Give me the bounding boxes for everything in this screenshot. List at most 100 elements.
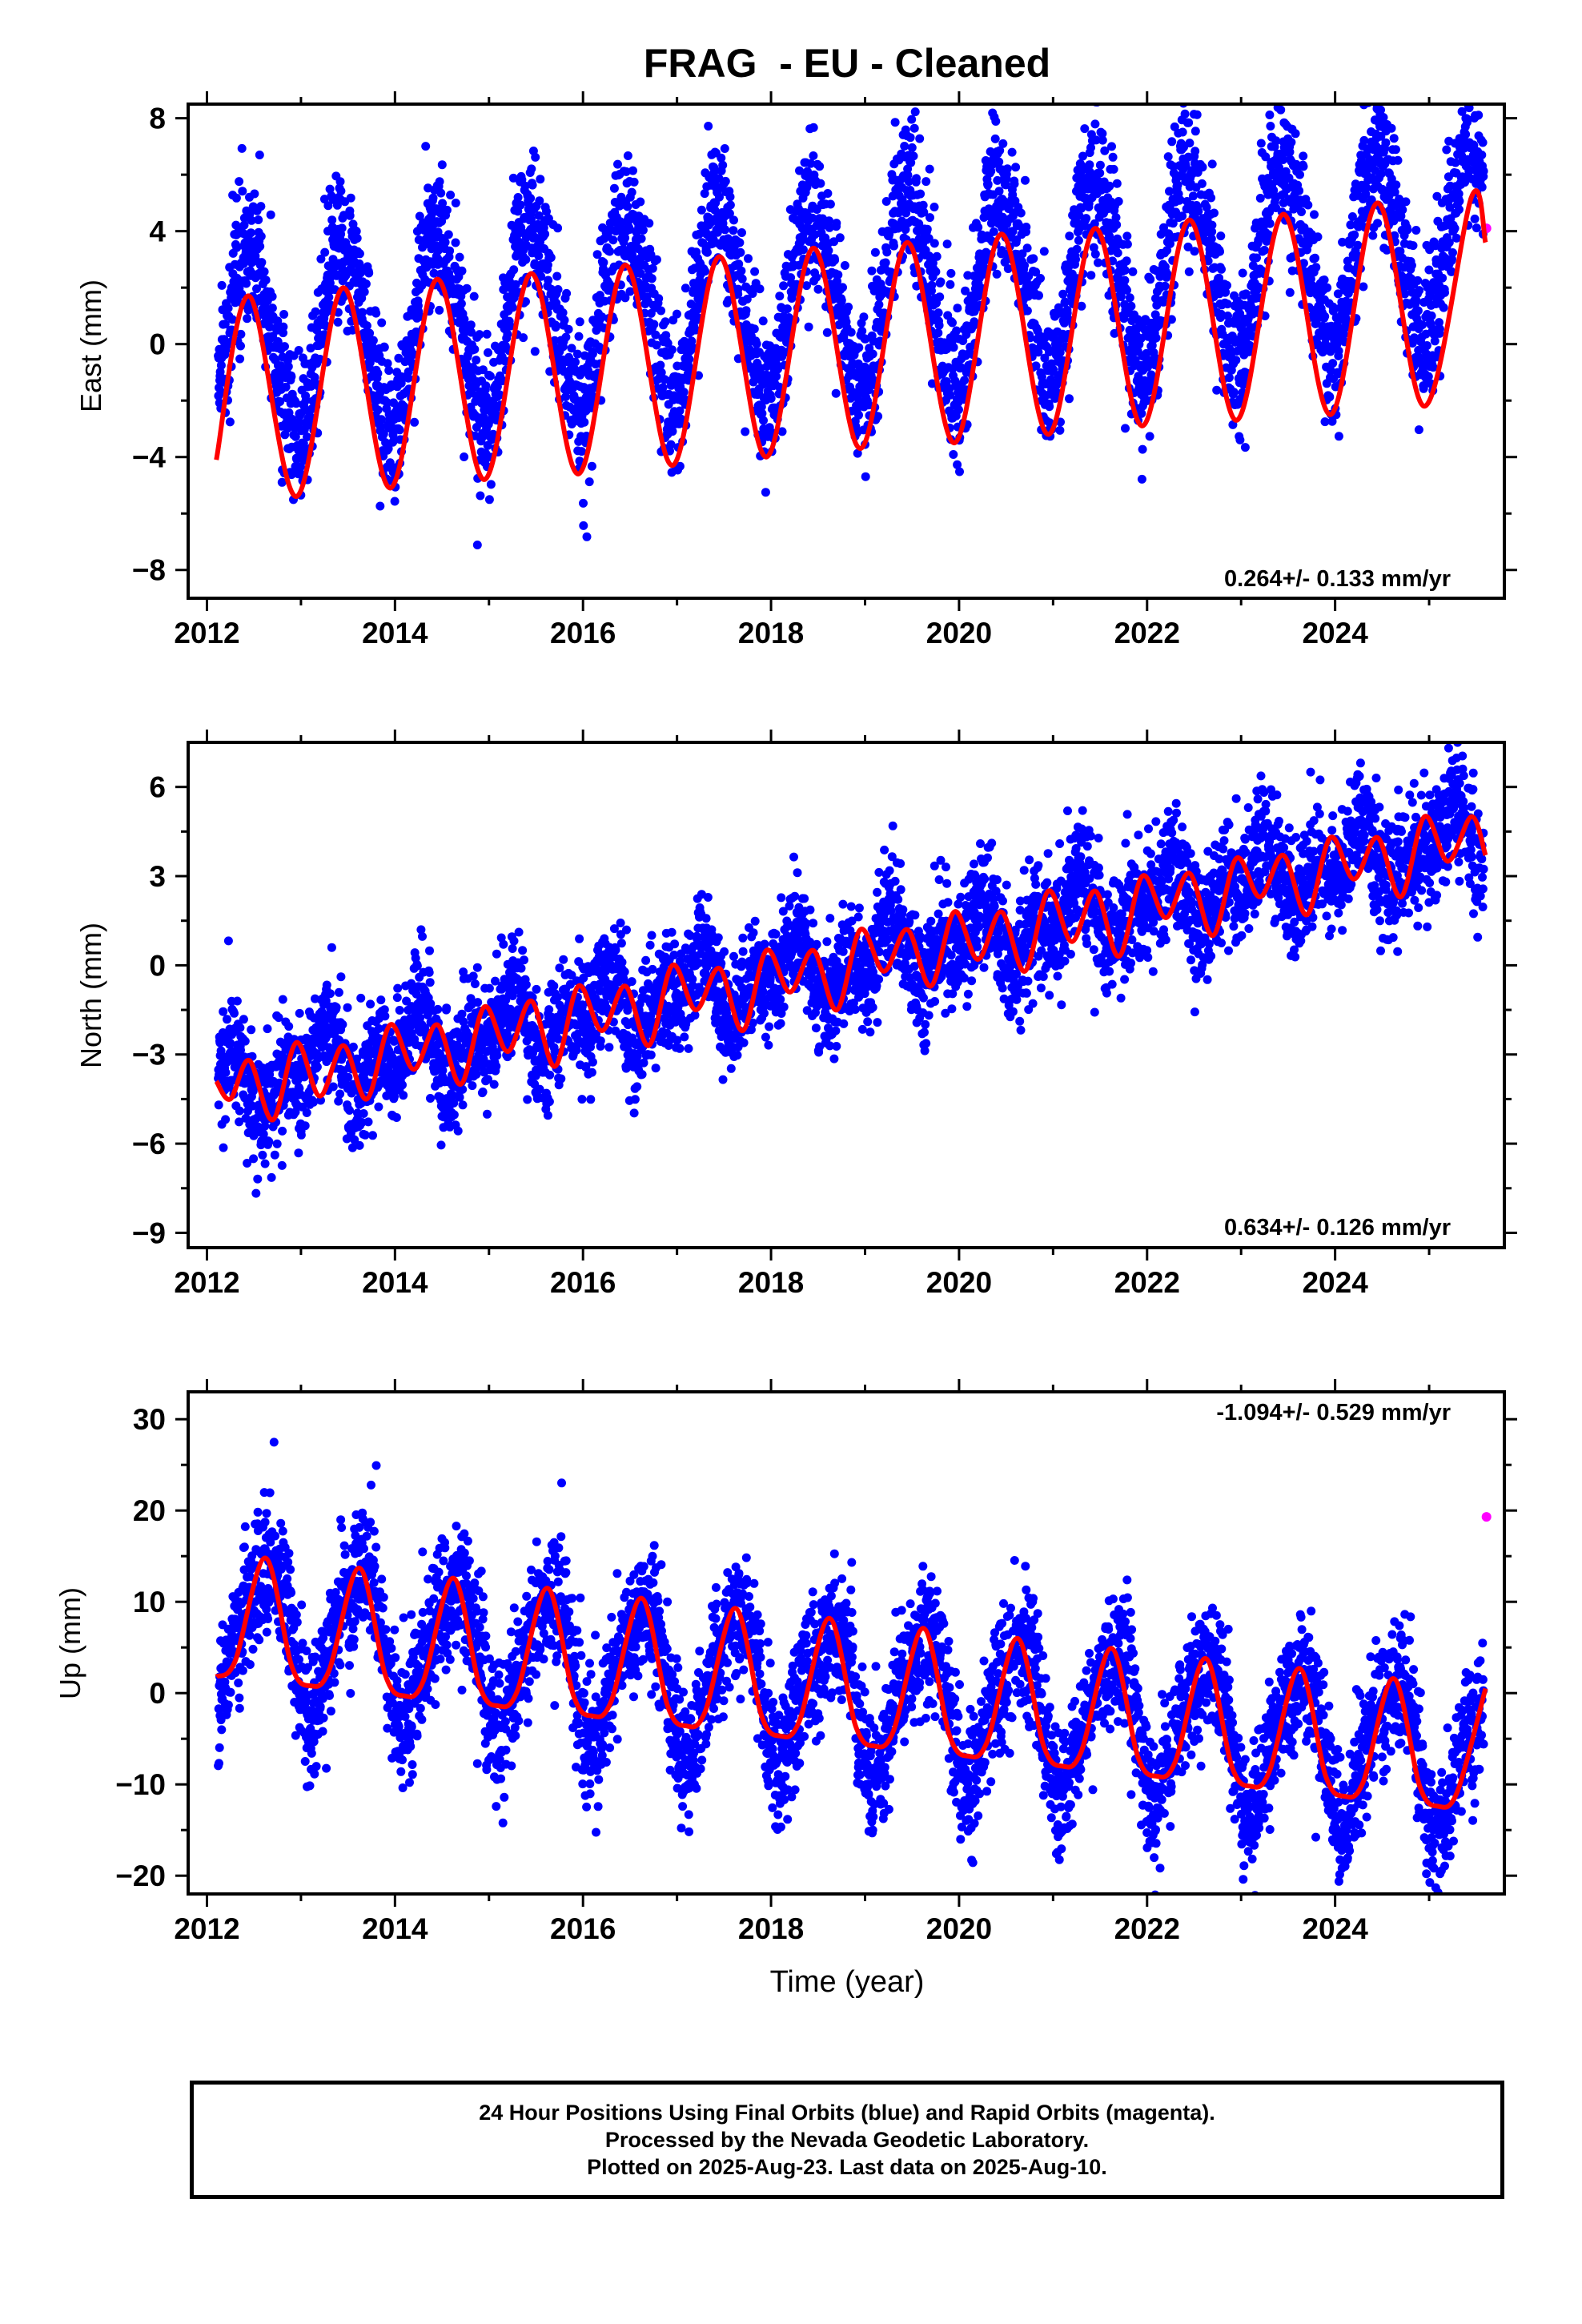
east-data-point bbox=[571, 357, 580, 367]
east-data-point bbox=[535, 196, 544, 206]
east-data-point bbox=[1145, 432, 1154, 441]
east-data-point bbox=[870, 247, 880, 257]
east-data-point bbox=[625, 287, 635, 296]
north-data-point bbox=[300, 1121, 310, 1131]
east-data-point bbox=[912, 174, 921, 183]
east-data-point bbox=[236, 341, 245, 351]
east-data-point bbox=[526, 194, 536, 203]
east-data-point bbox=[323, 201, 333, 211]
east-data-point bbox=[1414, 425, 1423, 435]
east-data-point bbox=[1474, 111, 1484, 120]
east-data-point bbox=[948, 318, 957, 328]
east-data-point bbox=[1018, 249, 1027, 259]
east-data-point bbox=[1072, 244, 1082, 254]
east-data-point bbox=[421, 142, 431, 151]
east-data-point bbox=[1085, 160, 1094, 170]
east-data-point bbox=[1432, 191, 1442, 201]
east-data-point bbox=[736, 247, 745, 257]
east-data-point bbox=[1034, 291, 1043, 300]
north-data-point bbox=[226, 1039, 235, 1047]
east-data-point bbox=[283, 362, 293, 372]
north-data-point bbox=[321, 996, 331, 1006]
east-y-tick-label: 0 bbox=[149, 328, 166, 361]
east-data-point bbox=[765, 360, 774, 369]
east-data-point bbox=[1002, 164, 1012, 174]
east-data-point bbox=[521, 255, 531, 264]
east-data-point bbox=[1077, 301, 1086, 311]
east-data-point bbox=[367, 342, 377, 352]
east-data-point bbox=[1178, 127, 1187, 137]
east-data-point bbox=[592, 250, 602, 259]
east-data-point bbox=[668, 427, 677, 436]
east-data-point bbox=[1401, 197, 1411, 207]
east-data-point bbox=[467, 328, 476, 337]
east-data-point bbox=[1040, 353, 1050, 363]
east-data-point bbox=[1122, 285, 1131, 295]
east-data-point bbox=[457, 266, 467, 275]
east-data-point bbox=[1379, 113, 1388, 123]
east-data-point bbox=[1049, 364, 1058, 374]
east-data-point bbox=[613, 159, 622, 169]
east-data-point bbox=[881, 258, 890, 267]
east-data-point bbox=[702, 247, 712, 257]
east-data-point bbox=[1022, 223, 1031, 231]
east-data-point bbox=[1448, 248, 1457, 257]
east-data-point bbox=[1418, 320, 1427, 330]
east-data-point bbox=[1138, 444, 1147, 454]
east-data-point bbox=[681, 283, 690, 293]
east-data-point bbox=[1303, 200, 1313, 210]
north-data-point bbox=[223, 1015, 231, 1024]
east-data-point bbox=[1173, 180, 1182, 190]
east-data-point bbox=[1162, 269, 1172, 279]
east-data-point bbox=[1045, 402, 1054, 412]
north-data-point bbox=[214, 1100, 223, 1110]
east-data-point bbox=[835, 233, 845, 243]
east-data-point bbox=[934, 328, 943, 338]
east-data-point bbox=[543, 260, 552, 270]
east-data-point bbox=[946, 390, 955, 400]
east-data-point bbox=[516, 200, 525, 210]
east-data-point bbox=[1447, 255, 1456, 264]
east-data-point bbox=[825, 223, 834, 232]
north-data-point bbox=[251, 1188, 261, 1198]
east-data-point bbox=[335, 177, 345, 187]
east-data-point bbox=[1299, 162, 1308, 171]
east-data-point bbox=[1120, 266, 1130, 275]
east-data-point bbox=[1052, 388, 1062, 397]
east-data-point bbox=[782, 304, 792, 314]
east-final-orbit-points bbox=[214, 104, 1488, 549]
east-data-point bbox=[1352, 251, 1362, 260]
east-data-point bbox=[646, 250, 656, 259]
east-data-point bbox=[1455, 196, 1464, 206]
east-data-point bbox=[1279, 155, 1288, 164]
east-data-point bbox=[725, 209, 734, 219]
east-data-point bbox=[1112, 179, 1122, 188]
east-data-point bbox=[1439, 303, 1448, 312]
north-data-point bbox=[335, 1089, 345, 1099]
east-data-point bbox=[737, 228, 746, 237]
east-data-point bbox=[812, 272, 821, 282]
east-data-point bbox=[506, 321, 515, 331]
east-data-point bbox=[627, 187, 636, 197]
east-data-point bbox=[534, 211, 544, 220]
east-data-point bbox=[1320, 312, 1330, 321]
east-data-point bbox=[840, 261, 849, 270]
east-data-point bbox=[942, 377, 951, 386]
east-data-point bbox=[833, 276, 841, 286]
east-data-point bbox=[455, 252, 464, 262]
east-data-point bbox=[1444, 238, 1454, 247]
east-data-point bbox=[1387, 123, 1396, 133]
east-data-point bbox=[930, 203, 939, 211]
east-data-point bbox=[412, 327, 421, 336]
east-x-tick-label: 2014 bbox=[362, 617, 428, 649]
east-data-point bbox=[1198, 163, 1207, 172]
east-data-point bbox=[1166, 315, 1176, 324]
east-data-point bbox=[953, 460, 962, 469]
east-data-point bbox=[1347, 212, 1357, 221]
east-data-point bbox=[1215, 247, 1224, 256]
east-data-point bbox=[1266, 122, 1275, 131]
east-data-point bbox=[1180, 109, 1190, 119]
east-data-point bbox=[536, 271, 546, 281]
east-data-point bbox=[1082, 214, 1091, 223]
east-data-point bbox=[503, 329, 512, 339]
